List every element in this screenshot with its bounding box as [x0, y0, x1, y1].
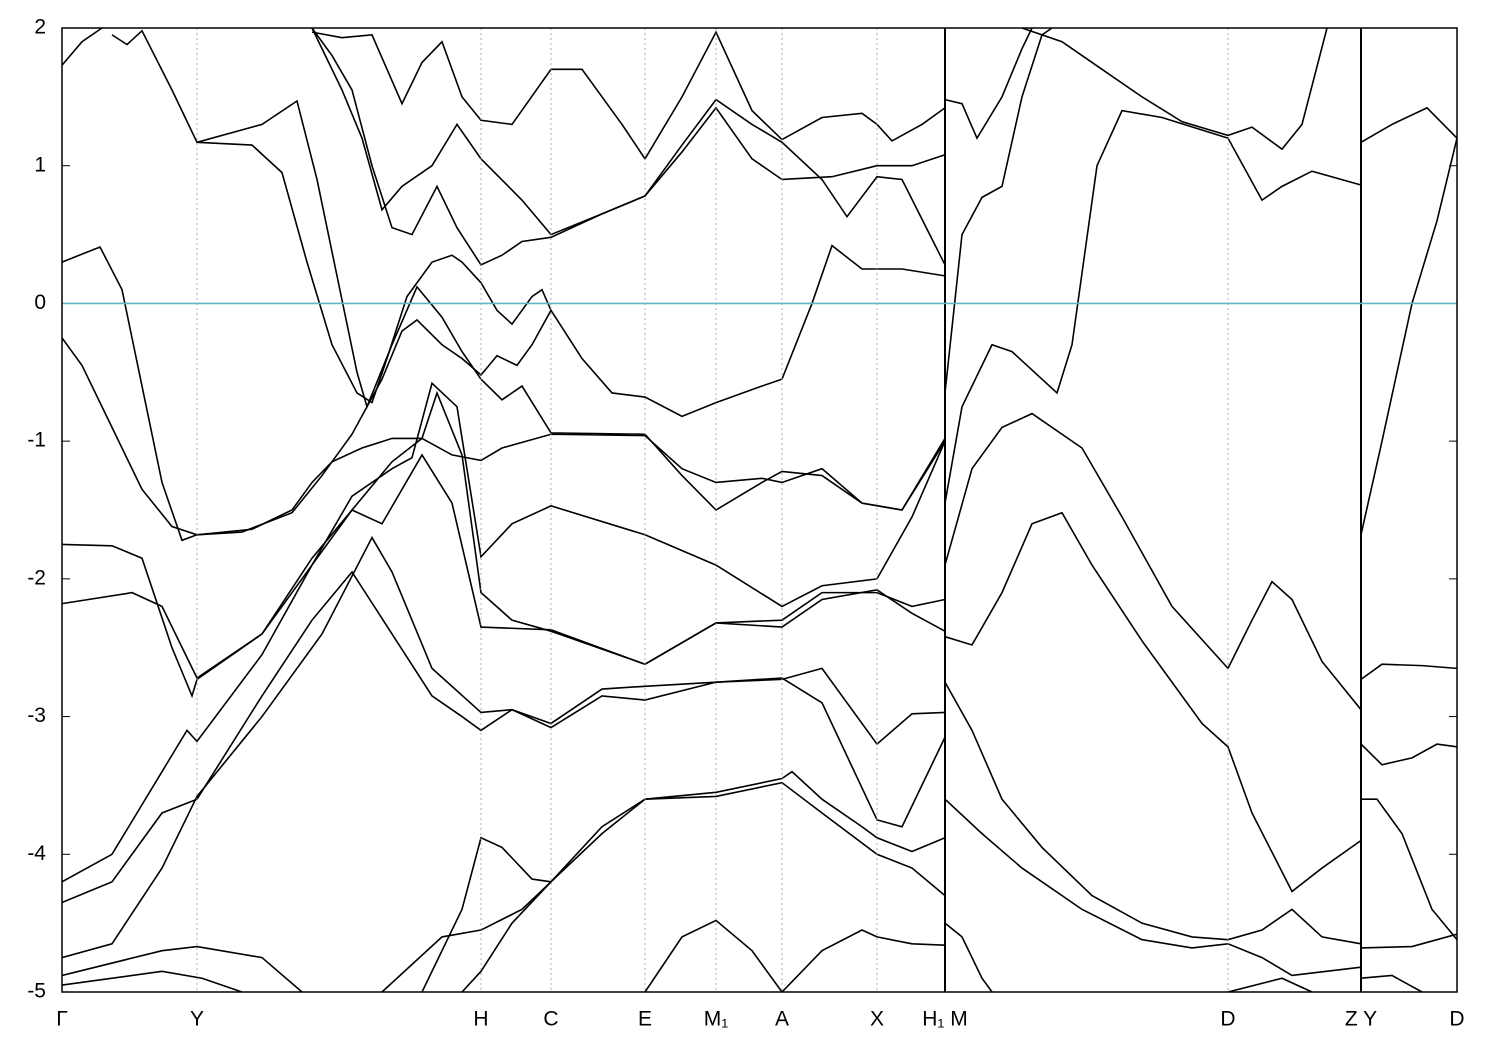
band-line	[62, 390, 946, 680]
band-line	[62, 245, 946, 542]
band-line	[62, 945, 303, 992]
band-line	[1360, 743, 1457, 766]
band-line	[62, 453, 946, 883]
x-tick-label: A	[775, 1008, 789, 1031]
band-line	[196, 141, 552, 404]
y-tick-label: 0	[34, 291, 46, 314]
band-line	[421, 836, 552, 992]
x-tick-label: C	[543, 1008, 558, 1031]
band-line	[62, 970, 243, 992]
band-line	[944, 511, 1362, 893]
band-line	[944, 681, 1362, 945]
band-line	[1021, 28, 1328, 151]
band-line	[62, 570, 946, 904]
band-line	[1360, 974, 1423, 992]
band-line	[62, 28, 103, 66]
x-tick-label: Z Y	[1345, 1008, 1377, 1031]
band-line	[944, 922, 993, 992]
band-line	[944, 28, 1033, 140]
band-line	[62, 535, 946, 959]
y-tick-label: -2	[27, 566, 46, 589]
y-tick-label: -5	[27, 980, 46, 1003]
bands	[62, 28, 1457, 992]
band-line	[944, 109, 1362, 504]
x-tick-label: E	[638, 1008, 652, 1031]
x-tick-label: M₁	[704, 1008, 729, 1031]
x-tick-label: Γ	[56, 1008, 68, 1031]
x-tick-label: X	[870, 1008, 884, 1031]
y-tick-label: -1	[27, 429, 46, 452]
y-tick-label: -4	[27, 842, 46, 865]
x-tick-label: H₁ M	[922, 1008, 968, 1031]
y-tick-label: 1	[34, 153, 46, 176]
x-tick-label: D	[1220, 1008, 1235, 1031]
band-line	[1360, 137, 1457, 535]
band-line	[461, 770, 946, 992]
band-line	[1360, 663, 1457, 681]
band-line	[311, 30, 946, 161]
band-line	[62, 381, 946, 699]
band-line	[781, 929, 946, 992]
x-tick-label: Y	[190, 1008, 204, 1031]
band-line	[944, 28, 1053, 394]
band-line	[1361, 798, 1457, 941]
band-line	[944, 798, 1362, 977]
band-line	[944, 412, 1362, 711]
band-line	[1360, 106, 1457, 143]
plot-frame	[61, 27, 1458, 993]
band-line	[111, 29, 946, 512]
band-line	[1360, 933, 1457, 949]
y-tick-label: 2	[34, 16, 46, 39]
x-tick-label: H	[473, 1008, 488, 1031]
y-tick-label: -3	[27, 704, 46, 727]
x-tick-label: D	[1449, 1008, 1464, 1031]
band-line	[381, 781, 946, 992]
band-line	[1227, 977, 1313, 992]
band-line	[62, 244, 946, 536]
band-line	[644, 919, 783, 992]
band-line	[311, 28, 946, 266]
